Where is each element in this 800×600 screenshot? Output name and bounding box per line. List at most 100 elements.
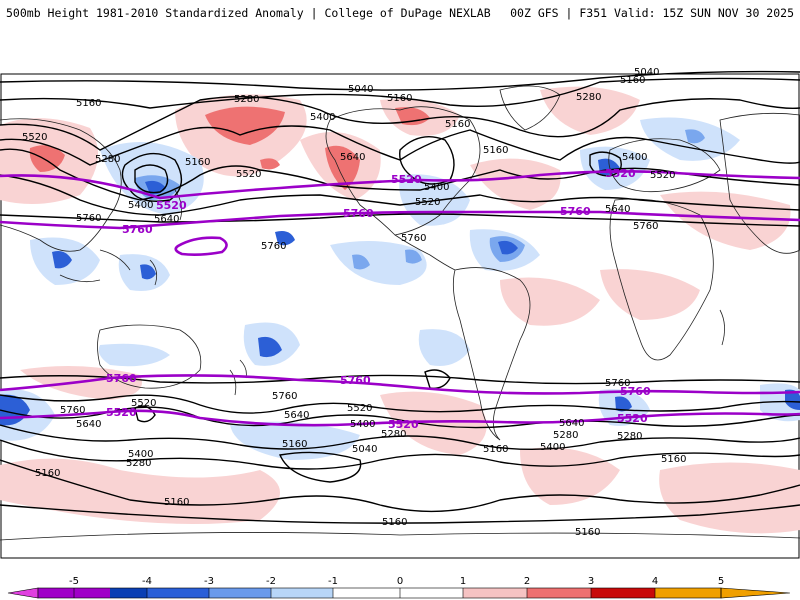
contour-label: 5760 (401, 233, 426, 244)
purple-5520-north (0, 170, 800, 200)
colorbar-segment (333, 588, 463, 598)
purple-contour-label: 5520 (617, 412, 648, 425)
south-america-coast (452, 267, 531, 441)
contour-label: 5760 (633, 221, 658, 232)
colorbar-tick-label: 2 (524, 576, 530, 587)
shading-strong (0, 106, 800, 426)
contour-label: 5160 (620, 75, 645, 86)
pos-anomaly-core (260, 158, 280, 170)
australia-coast (97, 324, 202, 389)
contour-label: 5400 (128, 449, 153, 460)
contour-label: 5760 (605, 378, 630, 389)
purple-contours (0, 170, 800, 427)
contour-label: 5400 (424, 182, 449, 193)
contour-label: 5640 (284, 410, 309, 421)
purple-5760-south (0, 374, 800, 395)
greenland-coast (499, 85, 561, 131)
colorbar-segment (527, 588, 591, 598)
pos-anomaly-area (540, 86, 640, 135)
colorbar-segment (463, 588, 527, 598)
colorbar-segment (591, 588, 655, 598)
neg-anomaly-core (405, 249, 422, 264)
neg-anomaly-core (498, 240, 518, 255)
contour-label: 5640 (340, 152, 365, 163)
colorbar-segment (147, 588, 209, 598)
model-valid-time: 00Z GFS | F351 Valid: 15Z SUN NOV 30 202… (510, 6, 794, 20)
contour-cutoff-low (134, 164, 169, 194)
purple-contour-label: 5520 (391, 173, 422, 186)
purple-contour-label: 5520 (605, 167, 636, 180)
contour-label: 5160 (382, 517, 407, 528)
pos-anomaly-core (395, 107, 430, 126)
contour-south-5160b (0, 504, 800, 524)
contour-label: 5400 (622, 152, 647, 163)
contour-label: 5160 (387, 93, 412, 104)
madagascar-coast (719, 309, 725, 346)
colorbar-right-arrow (720, 587, 791, 599)
purple-contour-labels: 5520 5520 5520 5520 5520 5520 5760 5760 … (106, 167, 651, 431)
purple-contour-label: 5760 (122, 223, 153, 236)
colorbar-tick-label: 5 (718, 576, 724, 587)
contour-label: 5640 (605, 204, 630, 215)
contour-5520-north (0, 148, 800, 201)
contour-label: 5160 (575, 527, 600, 538)
pos-anomaly-core (29, 145, 65, 172)
neg-anomaly-core (258, 336, 282, 358)
height-contours (0, 70, 800, 524)
contour-5160-north (0, 77, 800, 109)
africa-coast (609, 198, 714, 361)
colorbar-left-arrow (7, 587, 39, 599)
contour-label: 5280 (576, 92, 601, 103)
contour-label: 5520 (347, 403, 372, 414)
neg-anomaly-core (52, 251, 72, 269)
neg-anomaly-area (330, 241, 427, 285)
contour-label: 5280 (617, 431, 642, 442)
colorbar-tick-label: -5 (69, 576, 79, 587)
contour-label: 5160 (445, 119, 470, 130)
antarctica-coast (0, 532, 800, 541)
pos-anomaly-area (520, 447, 620, 505)
purple-contour-label: 5520 (156, 199, 187, 212)
neg-anomaly-core (140, 264, 156, 280)
central-america-coast (394, 234, 456, 271)
colorbar-tick-label: -2 (266, 576, 276, 587)
purple-contour-label: 5760 (106, 372, 137, 385)
pos-anomaly-core (205, 106, 285, 145)
contour-label: 5520 (415, 197, 440, 208)
purple-contour-label: 5520 (388, 418, 419, 431)
pos-anomaly-area (500, 277, 600, 326)
contour-label: 5760 (76, 213, 101, 224)
contour-label: 5160 (35, 468, 60, 479)
colorbar-tick-label: -4 (142, 576, 152, 587)
contour-label: 5520 (22, 132, 47, 143)
contour-label: 5400 (540, 442, 565, 453)
contour-5040-north (0, 70, 800, 91)
contour-label: 5160 (282, 439, 307, 450)
pos-anomaly-area (0, 458, 280, 524)
contour-label: 5400 (310, 112, 335, 123)
colorbar: -5 -4 -3 -2 -1 0 1 2 3 4 5 (7, 576, 791, 599)
contour-south-cutoff (279, 451, 362, 483)
contour-5280-north (0, 95, 800, 151)
contour-label: 5760 (272, 391, 297, 402)
contour-label: 5280 (381, 429, 406, 440)
colorbar-tick-marks (73, 588, 722, 598)
colorbar-tick-label: 4 (652, 576, 658, 587)
purple-5760-loop (174, 236, 228, 256)
japan-coast (174, 189, 183, 221)
pos-anomaly-core (325, 145, 360, 190)
contour-south-5160 (0, 459, 800, 513)
contour-south-cutoff (134, 405, 156, 423)
colorbar-tick-label: -1 (328, 576, 338, 587)
contour-label: 5160 (76, 98, 101, 109)
neg-anomaly-core (685, 129, 705, 144)
contour-label: 5040 (348, 84, 373, 95)
purple-contour-label: 5520 (106, 406, 137, 419)
contour-label: 5040 (634, 67, 659, 78)
neg-anomaly-area (418, 329, 470, 366)
contour-label: 5640 (76, 419, 101, 430)
contour-label: 5160 (661, 454, 686, 465)
neg-anomaly-core (352, 254, 370, 270)
neg-anomaly-core (275, 231, 295, 246)
purple-5520-south (0, 409, 800, 427)
